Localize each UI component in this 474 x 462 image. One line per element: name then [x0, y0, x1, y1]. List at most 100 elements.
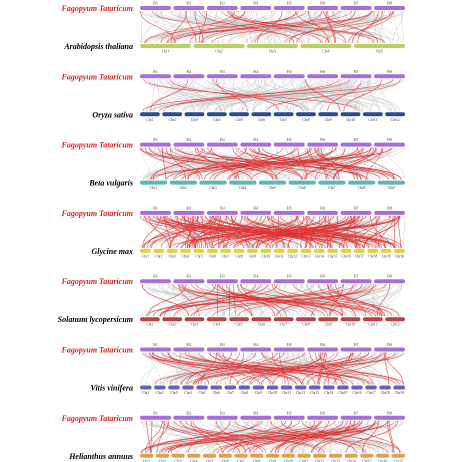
chromosome [307, 347, 339, 352]
chromosome [374, 415, 405, 420]
link [393, 10, 399, 44]
link [146, 420, 151, 453]
chromosome-label: Chr16 [342, 254, 351, 258]
chromosome-label: Ft7 [354, 70, 359, 74]
link [140, 420, 217, 453]
chromosome [394, 248, 405, 253]
link [207, 79, 220, 112]
query-species: Fagopyum Tataricum [61, 209, 134, 218]
chromosome-label: Ft3 [220, 411, 225, 415]
chromosome-label: Ft3 [220, 70, 225, 74]
synteny-panel: Ft1 Ft2 Ft3 Ft4 Ft5 Ft6 Ft7 Ft8 Chr1 Chr2 Chr3 Chr4… [61, 206, 406, 258]
link [194, 147, 231, 180]
chromosome-label: Chr12 [288, 254, 297, 258]
link [293, 79, 393, 112]
chromosome [229, 317, 249, 322]
chromosome-label: Chr12 [391, 118, 400, 122]
chromosome [206, 279, 238, 284]
link [156, 420, 330, 453]
link [311, 284, 354, 317]
chromosome-label: Chr8 [358, 186, 365, 190]
link [290, 79, 308, 112]
link [149, 420, 224, 453]
chromosome-label: Ft4 [253, 275, 258, 279]
link [353, 215, 357, 248]
link [288, 147, 345, 180]
link [251, 147, 358, 180]
link [345, 284, 363, 317]
link [162, 79, 339, 112]
chromosome-label: Chr1 [146, 118, 153, 122]
chromosome-label: Chr8 [241, 391, 248, 395]
chromosome [360, 453, 374, 458]
link [237, 284, 371, 317]
chromosome-label: Ft7 [354, 343, 359, 347]
chromosome [140, 385, 152, 390]
chromosome [240, 415, 272, 420]
chromosome-label: Chr5 [206, 459, 213, 462]
chromosome [296, 112, 316, 117]
link [290, 10, 332, 44]
chromosome [140, 142, 171, 147]
link [271, 215, 376, 248]
chromosome [367, 248, 379, 253]
link [157, 420, 165, 453]
chromosome [153, 248, 165, 253]
link [141, 420, 263, 453]
link [151, 420, 169, 453]
chromosome-label: Chr3 [269, 50, 276, 54]
link [173, 79, 246, 112]
link [186, 147, 297, 180]
chromosome [206, 248, 218, 253]
link [199, 10, 295, 44]
chromosome [173, 142, 205, 147]
chromosome-label: Chr7 [280, 323, 287, 327]
link [212, 284, 377, 317]
link [167, 10, 352, 44]
link [229, 352, 245, 385]
chromosome [166, 248, 178, 253]
chromosome [206, 415, 238, 420]
link [154, 420, 222, 453]
chromosome-label: Ft7 [354, 2, 359, 6]
chromosome [140, 74, 171, 79]
chromosome-label: Chr1 [143, 459, 150, 462]
chromosome-label: Chr3 [209, 186, 216, 190]
chromosome-label: Chr14 [315, 254, 324, 258]
link [169, 147, 274, 180]
chromosome [340, 347, 372, 352]
chromosome [362, 112, 383, 117]
link [249, 420, 344, 453]
chromosome [273, 142, 305, 147]
chromosome-label: Ft5 [287, 206, 292, 210]
chromosome [308, 385, 321, 390]
link [232, 420, 293, 453]
link [162, 147, 166, 180]
chromosome-label: Ft8 [387, 138, 392, 142]
link [384, 352, 390, 385]
link [149, 215, 217, 248]
chromosome [252, 385, 265, 390]
chromosome [266, 385, 279, 390]
link [272, 79, 384, 112]
chromosome-label: Chr6 [213, 391, 220, 395]
chromosome-label: Chr11 [368, 118, 377, 122]
chromosome-label: Ft5 [287, 343, 292, 347]
chromosome [323, 385, 335, 390]
link [182, 284, 344, 317]
link [189, 10, 245, 44]
link [203, 215, 356, 249]
query-species: Fagopyum Tataricum [61, 346, 134, 355]
link [168, 420, 380, 454]
chromosome [140, 279, 171, 284]
chromosome [224, 385, 237, 390]
chromosome [297, 453, 311, 458]
link [194, 215, 227, 248]
chromosome-label: Ft8 [387, 343, 392, 347]
chromosome [354, 248, 365, 253]
chromosome-label: Chr19 [382, 254, 391, 258]
chromosome [379, 385, 391, 390]
link [292, 284, 400, 317]
synteny-links [139, 10, 405, 44]
chromosome-label: Ft4 [253, 2, 258, 6]
